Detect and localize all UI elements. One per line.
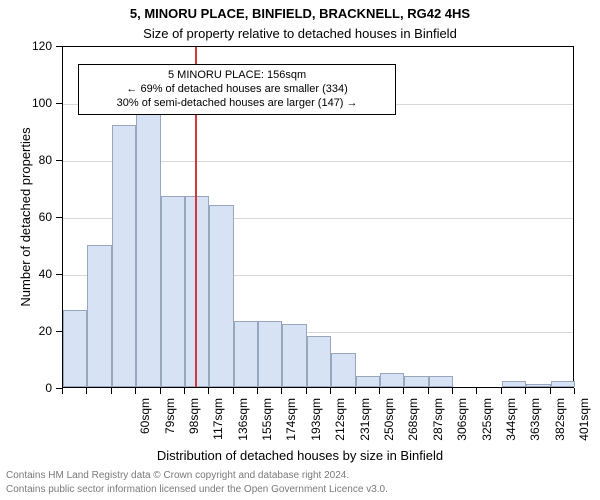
y-tick-label: 60 [0,210,52,224]
x-tick-mark [355,388,356,394]
bar [502,381,526,387]
bar [356,376,380,387]
x-tick-mark [111,388,112,394]
bar [429,376,453,387]
bar [526,384,550,387]
x-tick-label: 382sqm [553,398,567,458]
x-tick-label: 287sqm [431,398,445,458]
x-tick-label: 212sqm [333,398,347,458]
x-tick-label: 250sqm [382,398,396,458]
x-tick-mark [574,388,575,394]
bar [209,205,233,387]
y-tick-label: 80 [0,153,52,167]
x-tick-mark [428,388,429,394]
bar [161,196,185,387]
x-tick-mark [257,388,258,394]
annotation-line: 5 MINORU PLACE: 156sqm [83,69,390,83]
y-tick-label: 120 [0,39,52,53]
bar [258,321,282,387]
x-tick-label: 79sqm [163,398,177,458]
bar [136,111,160,387]
x-tick-mark [525,388,526,394]
annotation-box: 5 MINORU PLACE: 156sqm← 69% of detached … [78,64,395,115]
y-tick-mark [56,274,62,275]
chart-subtitle: Size of property relative to detached ho… [0,26,600,41]
bar [404,376,428,387]
y-tick-mark [56,217,62,218]
x-tick-label: 98sqm [187,398,201,458]
x-tick-mark [330,388,331,394]
x-tick-mark [62,388,63,394]
y-tick-label: 100 [0,96,52,110]
y-tick-mark [56,160,62,161]
chart-title: 5, MINORU PLACE, BINFIELD, BRACKNELL, RG… [0,6,600,21]
x-tick-label: 136sqm [236,398,250,458]
bar [282,324,306,387]
bar [380,373,404,387]
x-tick-label: 155sqm [260,398,274,458]
x-tick-label: 117sqm [211,398,225,458]
annotation-line: 30% of semi-detached houses are larger (… [83,97,390,111]
x-tick-label: 344sqm [504,398,518,458]
x-tick-mark [233,388,234,394]
x-tick-mark [208,388,209,394]
annotation-line: ← 69% of detached houses are smaller (33… [83,83,390,97]
x-tick-mark [160,388,161,394]
x-tick-mark [306,388,307,394]
x-tick-mark [135,388,136,394]
x-tick-mark [184,388,185,394]
x-tick-mark [86,388,87,394]
x-tick-label: 401sqm [577,398,591,458]
x-tick-label: 363sqm [528,398,542,458]
x-tick-mark [379,388,380,394]
y-tick-label: 40 [0,267,52,281]
bar [331,353,355,387]
y-tick-label: 20 [0,324,52,338]
x-tick-mark [550,388,551,394]
x-tick-mark [452,388,453,394]
y-tick-mark [56,103,62,104]
x-tick-label: 193sqm [309,398,323,458]
footer-line-1: Contains HM Land Registry data © Crown c… [6,470,349,481]
bar [551,381,575,387]
x-tick-label: 231sqm [358,398,372,458]
x-tick-mark [403,388,404,394]
bar [63,310,87,387]
chart-container: 5, MINORU PLACE, BINFIELD, BRACKNELL, RG… [0,0,600,500]
footer-line-2: Contains public sector information licen… [6,484,388,495]
x-tick-mark [281,388,282,394]
bar [87,245,111,388]
bar [112,125,136,387]
x-tick-mark [501,388,502,394]
x-tick-mark [476,388,477,394]
x-tick-label: 60sqm [138,398,152,458]
x-tick-label: 268sqm [406,398,420,458]
y-tick-label: 0 [0,381,52,395]
plot-area: 5 MINORU PLACE: 156sqm← 69% of detached … [62,46,574,388]
y-tick-mark [56,46,62,47]
x-tick-label: 174sqm [284,398,298,458]
bar [307,336,331,387]
x-tick-label: 325sqm [480,398,494,458]
x-tick-label: 306sqm [455,398,469,458]
bar [234,321,258,387]
y-tick-mark [56,331,62,332]
